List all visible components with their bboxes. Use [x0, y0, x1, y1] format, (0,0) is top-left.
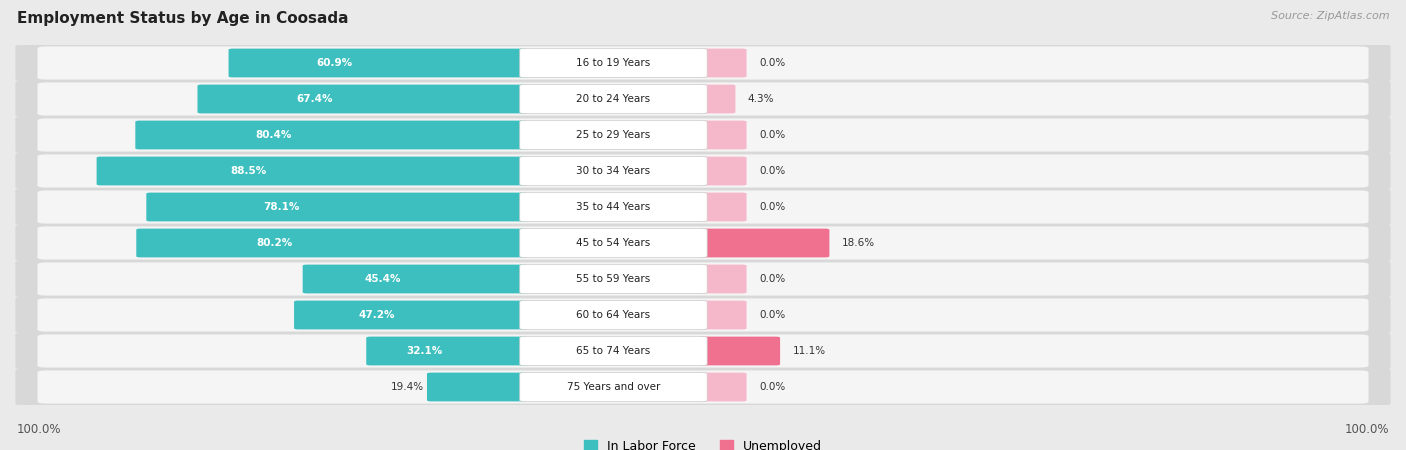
FancyBboxPatch shape: [136, 229, 529, 257]
Text: 0.0%: 0.0%: [759, 382, 785, 392]
FancyBboxPatch shape: [699, 49, 747, 77]
FancyBboxPatch shape: [699, 301, 747, 329]
Text: 32.1%: 32.1%: [406, 346, 443, 356]
FancyBboxPatch shape: [427, 373, 529, 401]
Text: 67.4%: 67.4%: [297, 94, 333, 104]
Text: 16 to 19 Years: 16 to 19 Years: [576, 58, 651, 68]
Text: 35 to 44 Years: 35 to 44 Years: [576, 202, 651, 212]
Text: 47.2%: 47.2%: [359, 310, 395, 320]
Text: 0.0%: 0.0%: [759, 202, 785, 212]
FancyBboxPatch shape: [302, 265, 529, 293]
Text: 80.4%: 80.4%: [256, 130, 292, 140]
FancyBboxPatch shape: [699, 373, 747, 401]
FancyBboxPatch shape: [699, 157, 747, 185]
FancyBboxPatch shape: [520, 193, 707, 221]
Text: 45 to 54 Years: 45 to 54 Years: [576, 238, 651, 248]
Text: 60 to 64 Years: 60 to 64 Years: [576, 310, 651, 320]
Text: 19.4%: 19.4%: [391, 382, 425, 392]
FancyBboxPatch shape: [15, 80, 1391, 118]
FancyBboxPatch shape: [520, 85, 707, 113]
FancyBboxPatch shape: [15, 44, 1391, 82]
Text: 0.0%: 0.0%: [759, 274, 785, 284]
Text: Source: ZipAtlas.com: Source: ZipAtlas.com: [1271, 11, 1389, 21]
Text: 100.0%: 100.0%: [17, 423, 62, 436]
FancyBboxPatch shape: [38, 262, 1368, 296]
FancyBboxPatch shape: [146, 193, 529, 221]
Text: 0.0%: 0.0%: [759, 58, 785, 68]
Text: 4.3%: 4.3%: [748, 94, 775, 104]
Text: 80.2%: 80.2%: [256, 238, 292, 248]
FancyBboxPatch shape: [520, 337, 707, 365]
Text: 65 to 74 Years: 65 to 74 Years: [576, 346, 651, 356]
Text: 0.0%: 0.0%: [759, 130, 785, 140]
FancyBboxPatch shape: [294, 301, 529, 329]
FancyBboxPatch shape: [699, 265, 747, 293]
Text: 100.0%: 100.0%: [1344, 423, 1389, 436]
Text: 30 to 34 Years: 30 to 34 Years: [576, 166, 651, 176]
FancyBboxPatch shape: [38, 298, 1368, 332]
FancyBboxPatch shape: [38, 334, 1368, 368]
FancyBboxPatch shape: [197, 85, 529, 113]
FancyBboxPatch shape: [520, 373, 707, 401]
FancyBboxPatch shape: [520, 265, 707, 293]
FancyBboxPatch shape: [38, 370, 1368, 404]
FancyBboxPatch shape: [699, 229, 830, 257]
FancyBboxPatch shape: [699, 121, 747, 149]
FancyBboxPatch shape: [699, 85, 735, 113]
FancyBboxPatch shape: [520, 229, 707, 257]
FancyBboxPatch shape: [699, 337, 780, 365]
FancyBboxPatch shape: [38, 154, 1368, 188]
FancyBboxPatch shape: [229, 49, 529, 77]
Text: 18.6%: 18.6%: [842, 238, 875, 248]
FancyBboxPatch shape: [15, 224, 1391, 262]
FancyBboxPatch shape: [520, 121, 707, 149]
FancyBboxPatch shape: [15, 152, 1391, 190]
FancyBboxPatch shape: [367, 337, 529, 365]
Text: 11.1%: 11.1%: [793, 346, 825, 356]
FancyBboxPatch shape: [15, 188, 1391, 226]
FancyBboxPatch shape: [38, 226, 1368, 260]
FancyBboxPatch shape: [15, 332, 1391, 370]
Text: 78.1%: 78.1%: [263, 202, 299, 212]
FancyBboxPatch shape: [15, 260, 1391, 298]
Text: 75 Years and over: 75 Years and over: [567, 382, 661, 392]
Text: 0.0%: 0.0%: [759, 166, 785, 176]
Legend: In Labor Force, Unemployed: In Labor Force, Unemployed: [583, 440, 823, 450]
FancyBboxPatch shape: [699, 193, 747, 221]
FancyBboxPatch shape: [38, 82, 1368, 116]
Text: 55 to 59 Years: 55 to 59 Years: [576, 274, 651, 284]
FancyBboxPatch shape: [38, 46, 1368, 80]
FancyBboxPatch shape: [520, 301, 707, 329]
FancyBboxPatch shape: [15, 116, 1391, 154]
FancyBboxPatch shape: [97, 157, 529, 185]
Text: 25 to 29 Years: 25 to 29 Years: [576, 130, 651, 140]
FancyBboxPatch shape: [520, 49, 707, 77]
FancyBboxPatch shape: [38, 190, 1368, 224]
FancyBboxPatch shape: [15, 368, 1391, 406]
Text: 88.5%: 88.5%: [231, 166, 267, 176]
Text: 45.4%: 45.4%: [364, 274, 401, 284]
Text: Employment Status by Age in Coosada: Employment Status by Age in Coosada: [17, 11, 349, 26]
FancyBboxPatch shape: [135, 121, 529, 149]
FancyBboxPatch shape: [520, 157, 707, 185]
Text: 20 to 24 Years: 20 to 24 Years: [576, 94, 651, 104]
Text: 0.0%: 0.0%: [759, 310, 785, 320]
FancyBboxPatch shape: [15, 296, 1391, 334]
Text: 60.9%: 60.9%: [316, 58, 353, 68]
FancyBboxPatch shape: [38, 118, 1368, 152]
